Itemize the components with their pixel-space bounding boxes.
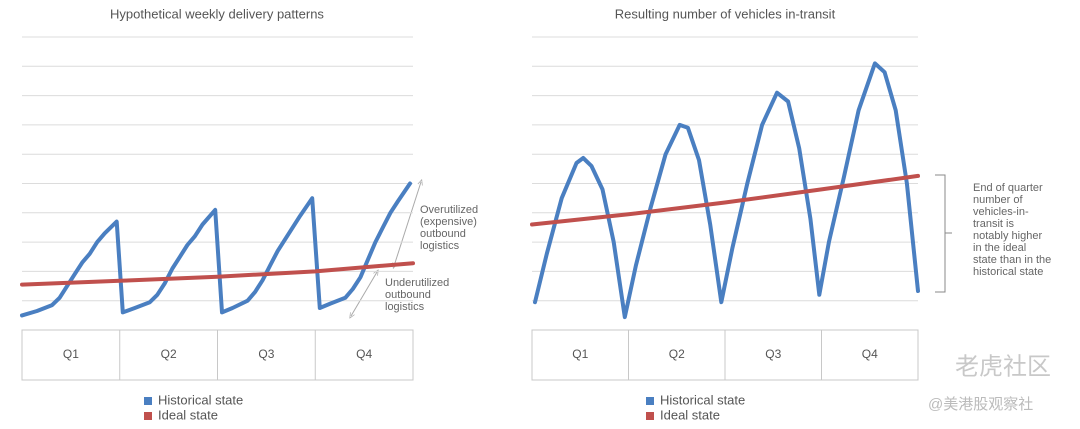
annotation: transit is (973, 218, 1014, 230)
x-tick-label: Q1 (63, 347, 79, 361)
annotation: in the ideal (973, 242, 1026, 254)
annotation: logistics (420, 240, 460, 252)
x-tick-label: Q3 (765, 347, 781, 361)
annotation: number of (973, 194, 1023, 206)
line (530, 173, 920, 227)
annotation: outbound (420, 228, 466, 240)
legend-label: Historical state (158, 392, 243, 407)
x-tick-label: Q1 (572, 347, 588, 361)
annotation: notably higher (973, 230, 1042, 242)
annotation: (expensive) (420, 216, 477, 228)
annotation: logistics (385, 301, 425, 313)
x-tick-label: Q4 (862, 347, 878, 361)
annotation: historical state (973, 266, 1043, 278)
chart-title: Hypothetical weekly delivery patterns (110, 6, 324, 21)
x-tick-label: Q3 (258, 347, 274, 361)
legend-swatch (646, 397, 654, 405)
legend-swatch (646, 412, 654, 420)
legend-swatch (144, 397, 152, 405)
annotation: Overutilized (420, 204, 478, 216)
legend-label: Ideal state (660, 407, 720, 422)
over-arrow (394, 182, 421, 266)
bracket (935, 174, 952, 293)
x-tick-label: Q2 (669, 347, 685, 361)
watermark: 老虎社区 (955, 353, 1051, 380)
x-tick-label: Q4 (356, 347, 372, 361)
under-arrow (351, 272, 377, 316)
legend-swatch (144, 412, 152, 420)
chart-title: Resulting number of vehicles in-transit (615, 6, 836, 21)
annotation: outbound (385, 289, 431, 301)
annotation: state than in the (973, 254, 1051, 266)
legend-label: Historical state (660, 392, 745, 407)
annotation: vehicles-in- (973, 206, 1029, 218)
x-tick-label: Q2 (161, 347, 177, 361)
watermark: @美港股观察社 (928, 395, 1033, 413)
legend-label: Ideal state (158, 407, 218, 422)
line (20, 181, 412, 318)
annotation: Underutilized (385, 277, 449, 289)
annotation: End of quarter (973, 182, 1043, 194)
line (533, 61, 920, 320)
line (20, 261, 415, 287)
